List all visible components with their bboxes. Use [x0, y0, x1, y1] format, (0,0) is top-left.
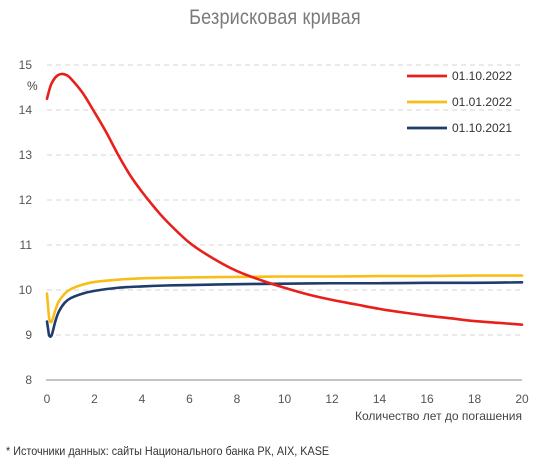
- x-tick-label: 16: [420, 392, 434, 406]
- chart-title: Безрисковая кривая: [189, 6, 361, 29]
- source-footnote: * Источники данных: сайты Национального …: [6, 444, 330, 458]
- series-line-01-10-2021: [45, 281, 524, 338]
- x-tick-label: 18: [468, 392, 482, 406]
- legend: 01.10.2022 01.01.2022 01.10.2021: [407, 69, 512, 135]
- y-tick-label: 10: [19, 283, 33, 297]
- x-tick-label: 10: [278, 392, 292, 406]
- legend-label: 01.01.2022: [452, 95, 512, 109]
- y-tick-label: 13: [19, 148, 33, 162]
- y-tick-label: 12: [19, 193, 33, 207]
- x-tick-label: 14: [373, 392, 387, 406]
- y-tick-label: 14: [19, 103, 33, 117]
- x-tick-label: 0: [44, 392, 51, 406]
- series-lines: [45, 72, 524, 338]
- axes: % Количество лет до погашения: [27, 79, 522, 423]
- y-tick-label: 8: [25, 373, 32, 387]
- series-line-01-01-2022: [45, 274, 524, 324]
- legend-label: 01.10.2021: [452, 121, 512, 135]
- x-tick-label: 20: [515, 392, 529, 406]
- y-tick-label: 11: [20, 238, 33, 252]
- y-axis-unit-label: %: [27, 79, 38, 93]
- y-tick-label: 9: [25, 328, 32, 342]
- x-tick-label: 12: [325, 392, 339, 406]
- x-tick-label: 6: [186, 392, 193, 406]
- gridlines: [47, 64, 522, 336]
- x-axis-title: Количество лет до погашения: [355, 409, 522, 423]
- x-tick-label: 4: [139, 392, 146, 406]
- y-tick-labels: 8 9 10 11 12 13 14 15: [19, 58, 33, 387]
- series-line-01-10-2022: [45, 72, 524, 326]
- legend-label: 01.10.2022: [452, 69, 512, 83]
- x-tick-label: 8: [234, 392, 241, 406]
- x-tick-labels: 0 2 4 6 8 10 12 14 16 18 20: [44, 392, 529, 406]
- y-tick-label: 15: [19, 58, 33, 72]
- x-tick-label: 2: [91, 392, 98, 406]
